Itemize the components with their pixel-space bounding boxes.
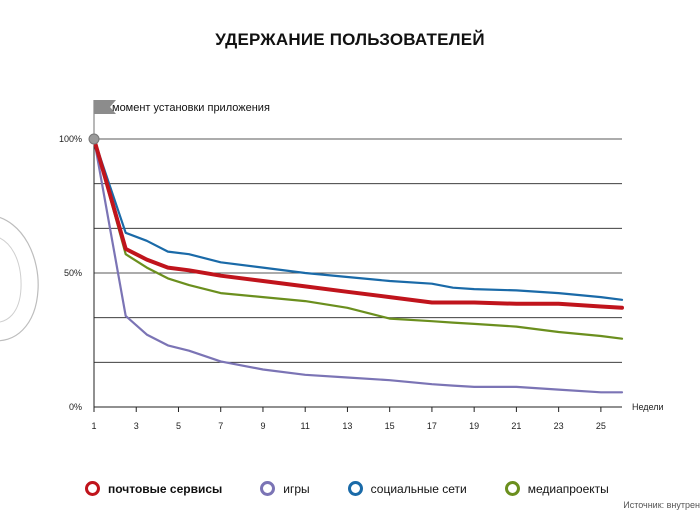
legend-label: медиапроекты <box>527 481 609 496</box>
legend-label: почтовые сервисы <box>108 481 223 496</box>
legend-swatch <box>260 481 276 496</box>
legend-swatch <box>85 481 100 496</box>
x-tick-label: 23 <box>554 421 564 431</box>
x-tick-label: 5 <box>176 421 181 431</box>
x-axis-label: Недели <box>632 402 664 412</box>
legend-item: игры <box>260 481 310 496</box>
chart-title: УДЕРЖАНИЕ ПОЛЬЗОВАТЕЛЕЙ <box>215 30 485 49</box>
flag-point <box>88 133 100 145</box>
y-tick-label: 100% <box>59 134 82 144</box>
legend-label: социальные сети <box>370 481 467 496</box>
x-tick-label: 9 <box>260 421 265 431</box>
x-tick-label: 19 <box>469 421 479 431</box>
x-tick-label: 15 <box>385 421 395 431</box>
install-annotation: момент установки приложения <box>112 102 270 114</box>
flag-icon <box>94 100 116 114</box>
legend: почтовые сервисы игры социальные сети медиа… <box>85 481 647 496</box>
x-tick-label: 1 <box>91 421 96 431</box>
legend-item: социальные сети <box>347 481 467 496</box>
series-line-2 <box>92 137 624 301</box>
x-tick-label: 13 <box>342 421 352 431</box>
x-tick-label: 3 <box>134 421 139 431</box>
x-tick-label: 25 <box>596 421 606 431</box>
y-tick-label: 0% <box>69 402 82 412</box>
series-line-0 <box>92 137 624 310</box>
x-tick-label: 21 <box>511 421 521 431</box>
legend-swatch <box>347 481 363 496</box>
grid-lines <box>94 138 622 408</box>
series-line-3 <box>92 137 624 340</box>
install-moment-marker: момент установки приложения <box>88 100 270 145</box>
legend-item: почтовые сервисы <box>85 481 222 496</box>
source-note: Источник: внутрен <box>623 500 700 510</box>
legend-item: медиапроекты <box>504 481 609 496</box>
legend-swatch <box>504 481 520 496</box>
x-tick-label: 17 <box>427 421 437 431</box>
y-tick-label: 50% <box>64 268 82 278</box>
x-tick-label: 11 <box>301 421 310 431</box>
x-tick-label: 7 <box>218 421 223 431</box>
series-line-1 <box>92 137 624 394</box>
legend-label: игры <box>283 481 310 496</box>
series-lines <box>92 137 624 394</box>
decorative-outline <box>0 216 39 342</box>
